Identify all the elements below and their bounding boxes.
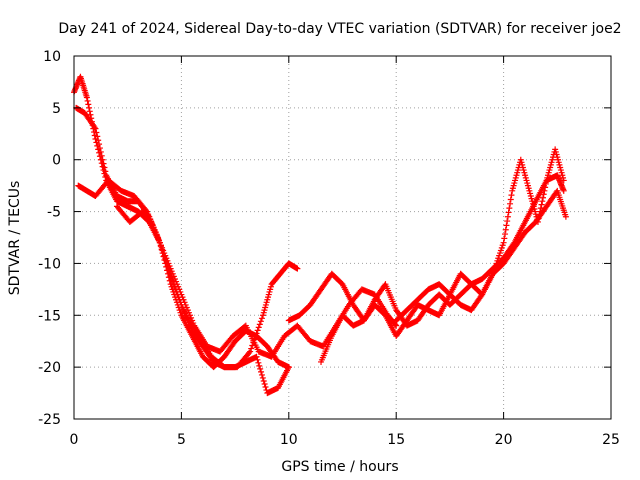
data-point: [506, 205, 513, 212]
data-point: [248, 345, 255, 352]
data-point: [504, 218, 511, 225]
data-point: [96, 141, 103, 148]
data-point: [168, 277, 175, 284]
data-point: [142, 207, 149, 214]
x-tick-labels: 0 5 10 15 20 25: [70, 432, 620, 448]
data-point: [93, 129, 100, 136]
data-point: [258, 371, 265, 378]
x-tick-label: 25: [602, 432, 620, 448]
y-tick-label: 0: [52, 153, 61, 169]
series-track-f: [318, 146, 567, 365]
data-point: [85, 101, 92, 108]
data-point: [253, 353, 260, 360]
data-point: [507, 196, 514, 203]
data-point: [539, 194, 546, 201]
data-point: [500, 239, 507, 246]
y-tick-label: 5: [52, 101, 61, 117]
data-point: [560, 177, 567, 184]
x-tick-label: 0: [70, 432, 79, 448]
data-point: [507, 200, 514, 207]
data-point: [508, 192, 515, 199]
data-point: [541, 187, 548, 194]
data-point: [167, 274, 174, 281]
plot-border: [73, 55, 612, 420]
data-point: [258, 368, 265, 375]
data-point: [247, 348, 254, 355]
series-track-g: [393, 187, 569, 324]
x-tick-label: 15: [387, 432, 405, 448]
data-point: [257, 318, 264, 325]
data-point: [86, 104, 93, 111]
y-tick-label: -20: [38, 360, 61, 376]
data-point: [256, 321, 263, 328]
data-point: [294, 265, 301, 272]
data-point: [102, 168, 109, 175]
y-tick-label: 10: [43, 49, 61, 65]
data-point: [502, 226, 509, 233]
y-tick-label: -10: [38, 256, 61, 272]
data-point: [100, 160, 107, 167]
data-point: [260, 377, 267, 384]
data-points: [71, 73, 569, 397]
data-point: [538, 201, 545, 208]
tick-marks: [73, 55, 612, 420]
chart-title: Day 241 of 2024, Sidereal Day-to-day VTE…: [58, 21, 621, 37]
data-point: [542, 180, 549, 187]
data-point: [96, 145, 103, 152]
data-point: [97, 148, 104, 155]
data-point: [505, 209, 512, 216]
data-point: [101, 164, 108, 171]
y-axis-label: SDTVAR / TECUs: [7, 181, 23, 296]
data-point: [257, 365, 264, 372]
y-tick-label: -25: [38, 412, 61, 428]
data-point: [99, 156, 106, 163]
data-point: [262, 384, 269, 391]
data-point: [540, 191, 547, 198]
data-point: [92, 125, 99, 132]
data-point: [254, 356, 261, 363]
data-point: [478, 292, 485, 299]
data-point: [255, 359, 262, 366]
data-point: [258, 315, 265, 322]
data-point: [285, 364, 292, 371]
data-point: [562, 213, 569, 220]
data-point: [560, 187, 567, 194]
data-point: [255, 324, 262, 331]
y-tick-label: -15: [38, 308, 61, 324]
y-tick-labels: -25 -20 -15 -10 -5 0 5 10: [38, 49, 61, 428]
data-point: [94, 133, 101, 140]
data-point: [86, 108, 93, 115]
data-point: [254, 327, 261, 334]
data-point: [253, 330, 260, 337]
data-point: [539, 198, 546, 205]
series-track-d: [113, 203, 400, 360]
x-tick-label: 20: [495, 432, 513, 448]
data-point: [542, 184, 549, 191]
data-point: [84, 97, 91, 104]
series-track-c: [75, 177, 301, 371]
series-track-e: [285, 172, 567, 329]
data-point: [504, 213, 511, 220]
data-point: [261, 380, 268, 387]
x-tick-label: 5: [177, 432, 186, 448]
data-point: [246, 349, 253, 356]
y-tick-label: -5: [47, 205, 61, 221]
data-point: [503, 222, 510, 229]
data-point: [91, 124, 98, 131]
data-point: [502, 231, 509, 238]
data-point: [259, 374, 266, 381]
x-tick-label: 10: [280, 432, 298, 448]
data-point: [393, 322, 400, 329]
data-point: [392, 321, 399, 328]
data-point: [501, 235, 508, 242]
x-axis-label: GPS time / hours: [281, 459, 398, 475]
data-point: [83, 94, 90, 101]
data-point: [98, 152, 105, 159]
data-point: [256, 362, 263, 369]
data-point: [95, 137, 102, 144]
